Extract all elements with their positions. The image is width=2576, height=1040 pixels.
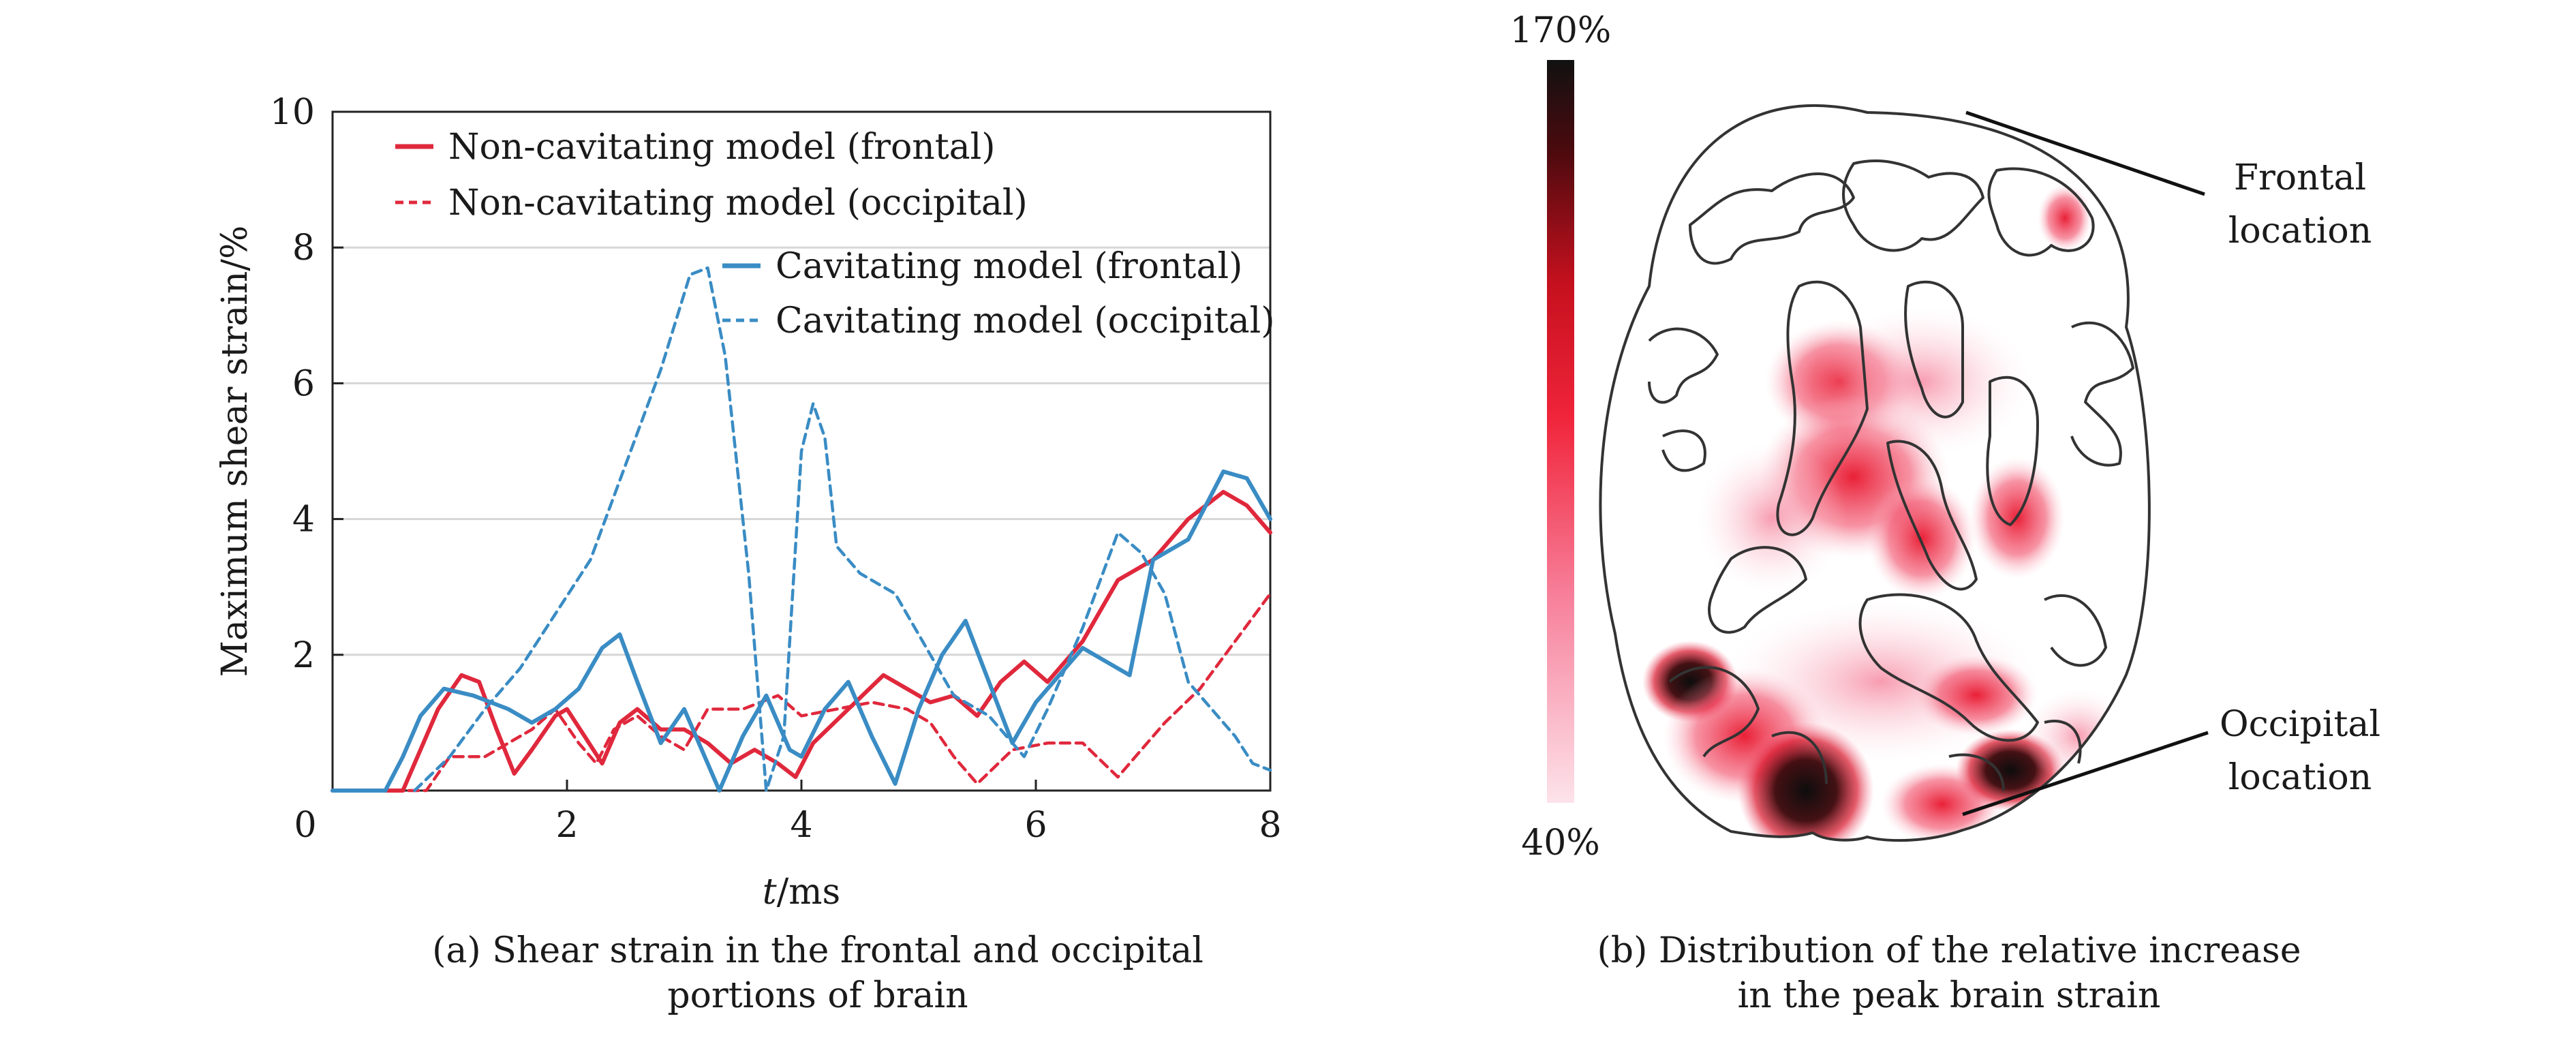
- occipital-pointer-line: [1962, 731, 2209, 816]
- shear-strain-chart: 0 2 4 6 8 2 4 6 8 10 Maximum shear strain/% t/m…: [215, 92, 1282, 913]
- x-axis-label-italic: t: [763, 872, 777, 913]
- y-tick-label-4: 10: [270, 92, 315, 133]
- y-axis-ticks: [333, 110, 343, 656]
- colorbar-max-label: 170%: [1510, 10, 1612, 51]
- x-tick-label-1: 2: [555, 805, 578, 846]
- gridlines: [333, 246, 1270, 656]
- caption-a-line2: portions of brain: [667, 975, 968, 1016]
- brain-outline: [1599, 104, 2151, 842]
- series-line-0: [331, 489, 1272, 793]
- annotation-occipital-line2: location: [2228, 757, 2372, 798]
- caption-panel-a: (a) Shear strain in the frontal and occi…: [313, 928, 1322, 1018]
- brain-strain-map: 170% 40%: [1510, 10, 2380, 863]
- legend-label-0: Non-cavitating model (frontal): [448, 127, 996, 168]
- x-axis-ticks: [331, 780, 1272, 791]
- x-tick-label-origin: 0: [294, 805, 316, 846]
- x-tick-label-3: 6: [1024, 805, 1047, 846]
- x-tick-label-2: 4: [790, 805, 812, 846]
- y-tick-label-1: 4: [292, 500, 315, 540]
- x-axis-label-unit: /ms: [777, 872, 841, 913]
- frontal-pointer-line: [1965, 110, 2205, 196]
- x-axis-label: t/ms: [763, 872, 840, 913]
- series-line-1: [407, 592, 1272, 793]
- x-tick-label-4: 8: [1259, 805, 1281, 846]
- legend-label-3: Cavitating model (occipital): [776, 301, 1275, 341]
- y-tick-label-2: 6: [292, 363, 315, 404]
- y-tick-label-3: 8: [292, 228, 315, 269]
- annotation-frontal-line1: Frontal: [2234, 157, 2366, 198]
- y-axis-label: Maximum shear strain/%: [215, 226, 256, 677]
- brain-heatmap: [1642, 184, 2133, 841]
- annotation-frontal-line2: location: [2228, 211, 2372, 251]
- x-tick-labels: 2 4 6 8: [555, 805, 1281, 846]
- legend-label-2: Cavitating model (frontal): [776, 246, 1242, 287]
- colorbar-min-label: 40%: [1521, 823, 1600, 863]
- legend-label-1: Non-cavitating model (occipital): [448, 183, 1028, 224]
- series-line-3: [413, 266, 1272, 793]
- caption-panel-b: (b) Distribution of the relative increas…: [1452, 928, 2447, 1018]
- series-lines: [331, 266, 1272, 793]
- legend: Non-cavitating model (frontal) Non-cavita…: [395, 127, 1275, 341]
- y-tick-labels: 2 4 6 8 10: [270, 92, 315, 676]
- caption-a-line1: (a) Shear strain in the frontal and occi…: [432, 930, 1203, 971]
- y-tick-label-0: 2: [292, 635, 315, 676]
- caption-b-line2: in the peak brain strain: [1737, 975, 2161, 1016]
- series-line-2: [331, 469, 1272, 793]
- annotation-occipital-line1: Occipital: [2220, 704, 2380, 745]
- colorbar: [1547, 60, 1574, 803]
- caption-b-line1: (b) Distribution of the relative increas…: [1597, 930, 2301, 971]
